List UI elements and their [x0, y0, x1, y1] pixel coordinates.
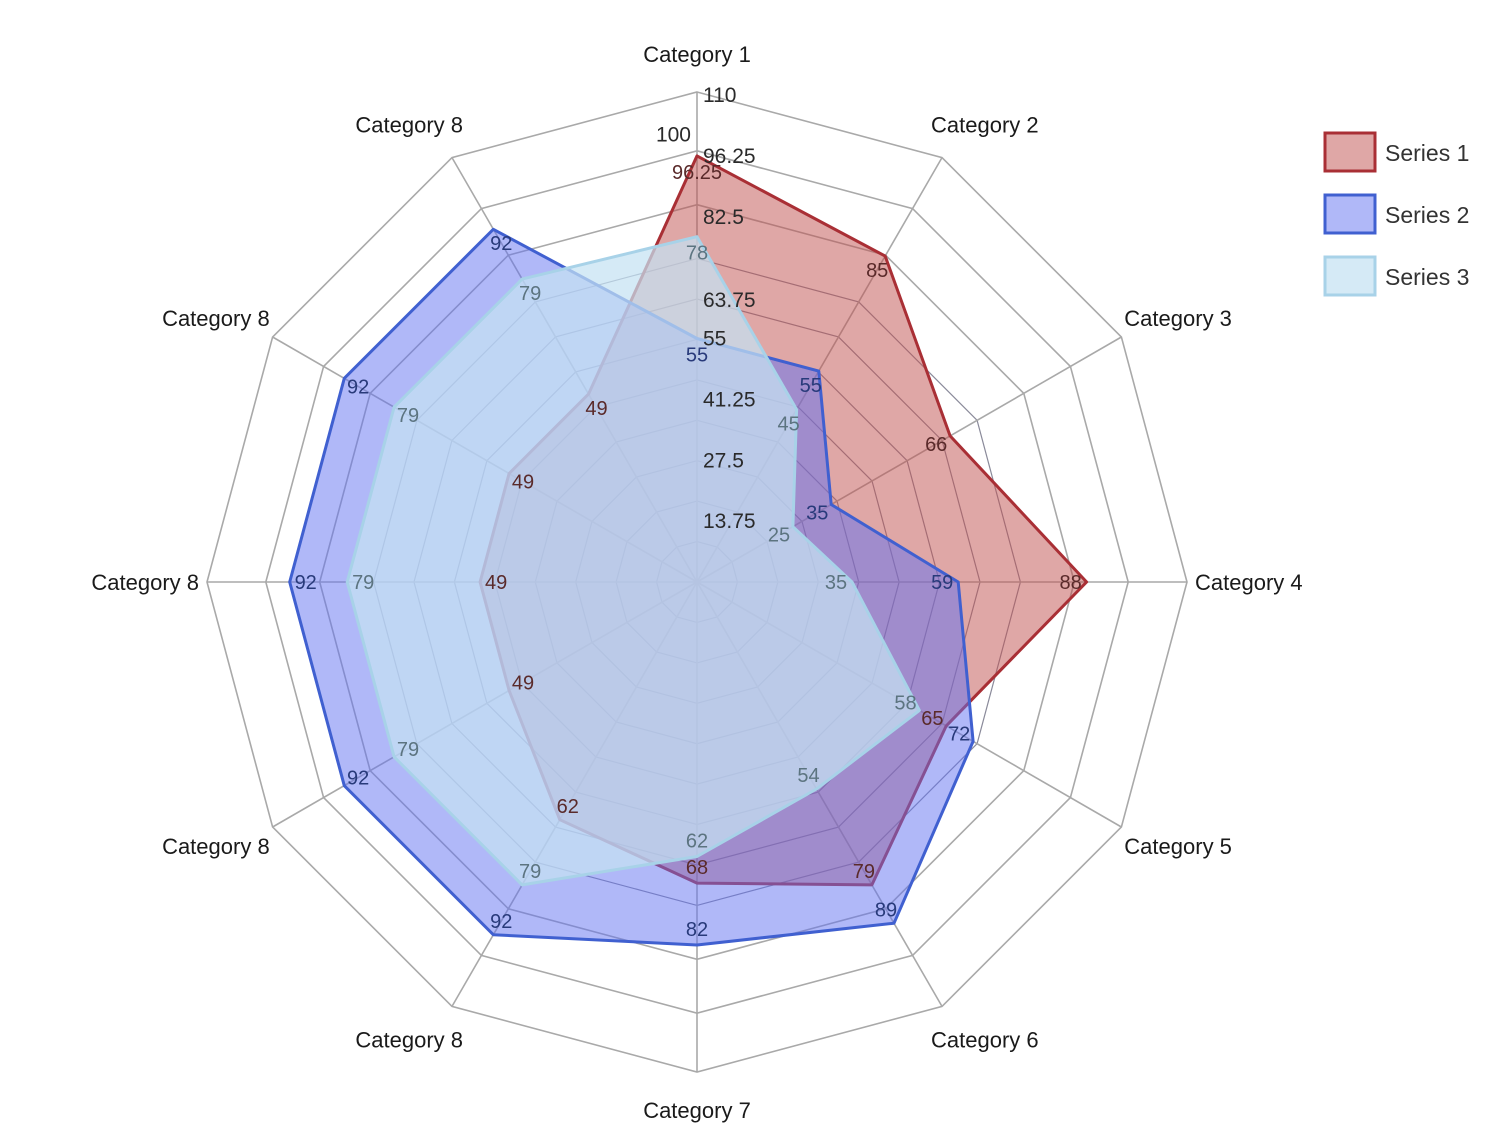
series-2-value-label: 92: [295, 572, 317, 594]
series-2-value-label: 59: [931, 572, 953, 594]
legend-label: Series 2: [1385, 202, 1469, 228]
series-2-value-label: 92: [347, 768, 369, 790]
series-1-value-label: 49: [512, 673, 534, 695]
series-3-value-label: 79: [397, 405, 419, 427]
category-label: Category 4: [1195, 570, 1303, 595]
series-1-value-label: 49: [512, 472, 534, 494]
radial-tick-labels: 13.75 27.5 41.25 55 63.75 82.5 96.25 110 100: [656, 84, 756, 533]
series-3-value-label: 54: [797, 765, 819, 787]
series-2-value-label: 92: [347, 376, 369, 398]
radial-tick-label: 82.5: [703, 206, 744, 229]
series-2-value-label: 72: [948, 723, 970, 745]
legend-swatch-series-3: [1323, 255, 1377, 297]
series-1-value-label: 85: [866, 260, 888, 282]
series-2-value-label: 92: [490, 233, 512, 255]
series-3-value-label: 79: [397, 739, 419, 761]
legend-swatch-series-2: [1323, 193, 1377, 235]
legend-label: Series 3: [1385, 264, 1469, 290]
series-2-value-label: 55: [800, 375, 822, 397]
radial-tick-label: 27.5: [703, 449, 744, 472]
radial-tick-label: 63.75: [703, 289, 756, 312]
series-3-area: [345, 235, 921, 887]
series-3-value-label: 79: [519, 861, 541, 883]
legend-swatch-series-1: [1323, 131, 1377, 173]
legend-label: Series 1: [1385, 140, 1469, 166]
radar-series: [288, 154, 1089, 947]
series-1-value-label: 68: [686, 857, 708, 879]
series-3-value-label: 78: [686, 243, 708, 265]
radial-tick-label: 110: [703, 84, 736, 107]
radial-tick-label: 13.75: [703, 510, 756, 533]
category-label: Category 1: [643, 42, 751, 67]
series-1-value-label: 66: [925, 434, 947, 456]
series-3-value-label: 25: [768, 525, 790, 547]
category-label: Category 5: [1124, 834, 1232, 859]
category-label: Category 2: [931, 113, 1039, 138]
series-1-value-label: 88: [1059, 572, 1081, 594]
series-2-value-label: 82: [686, 919, 708, 941]
series-3-value-label: 35: [825, 572, 847, 594]
category-labels: Category 1 Category 2 Category 3 Category 4…: [91, 42, 1302, 1123]
series-1-value-label: 49: [485, 572, 507, 594]
legend: Series 1 Series 2 Series 3: [1323, 131, 1469, 297]
series-1-value-label: 65: [921, 708, 943, 730]
series-1-value-label: 49: [585, 398, 607, 420]
series-2-value-label: 89: [875, 899, 897, 921]
radial-tick-label: 96.25: [703, 145, 756, 168]
category-label: Category 8: [355, 113, 463, 138]
category-label: Category 8: [162, 306, 270, 331]
series-3-value-label: 62: [686, 831, 708, 853]
radial-tick-label: 55: [703, 328, 726, 351]
series-3-value-label: 58: [894, 692, 916, 714]
series-1-value-label: 62: [557, 796, 579, 818]
category-label: Category 8: [355, 1027, 463, 1052]
series-1-value-label: 96.25: [672, 162, 722, 184]
series-1-value-label: 79: [853, 861, 875, 883]
series-2-value-label: 55: [686, 345, 708, 367]
category-label: Category 3: [1124, 306, 1232, 331]
category-label: Category 7: [643, 1098, 751, 1123]
series-2-value-label: 35: [806, 503, 828, 525]
radial-tick-extra: 100: [656, 123, 691, 146]
category-label: Category 6: [931, 1027, 1039, 1052]
category-label: Category 8: [91, 570, 199, 595]
data-value-labels: 96.2585668865796862494949495555355972898…: [295, 162, 1082, 941]
series-3-value-label: 79: [352, 572, 374, 594]
series-3-value-label: 79: [519, 283, 541, 305]
radial-tick-label: 41.25: [703, 388, 756, 411]
category-label: Category 8: [162, 834, 270, 859]
series-2-value-label: 92: [490, 911, 512, 933]
series-3-value-label: 45: [777, 413, 799, 435]
